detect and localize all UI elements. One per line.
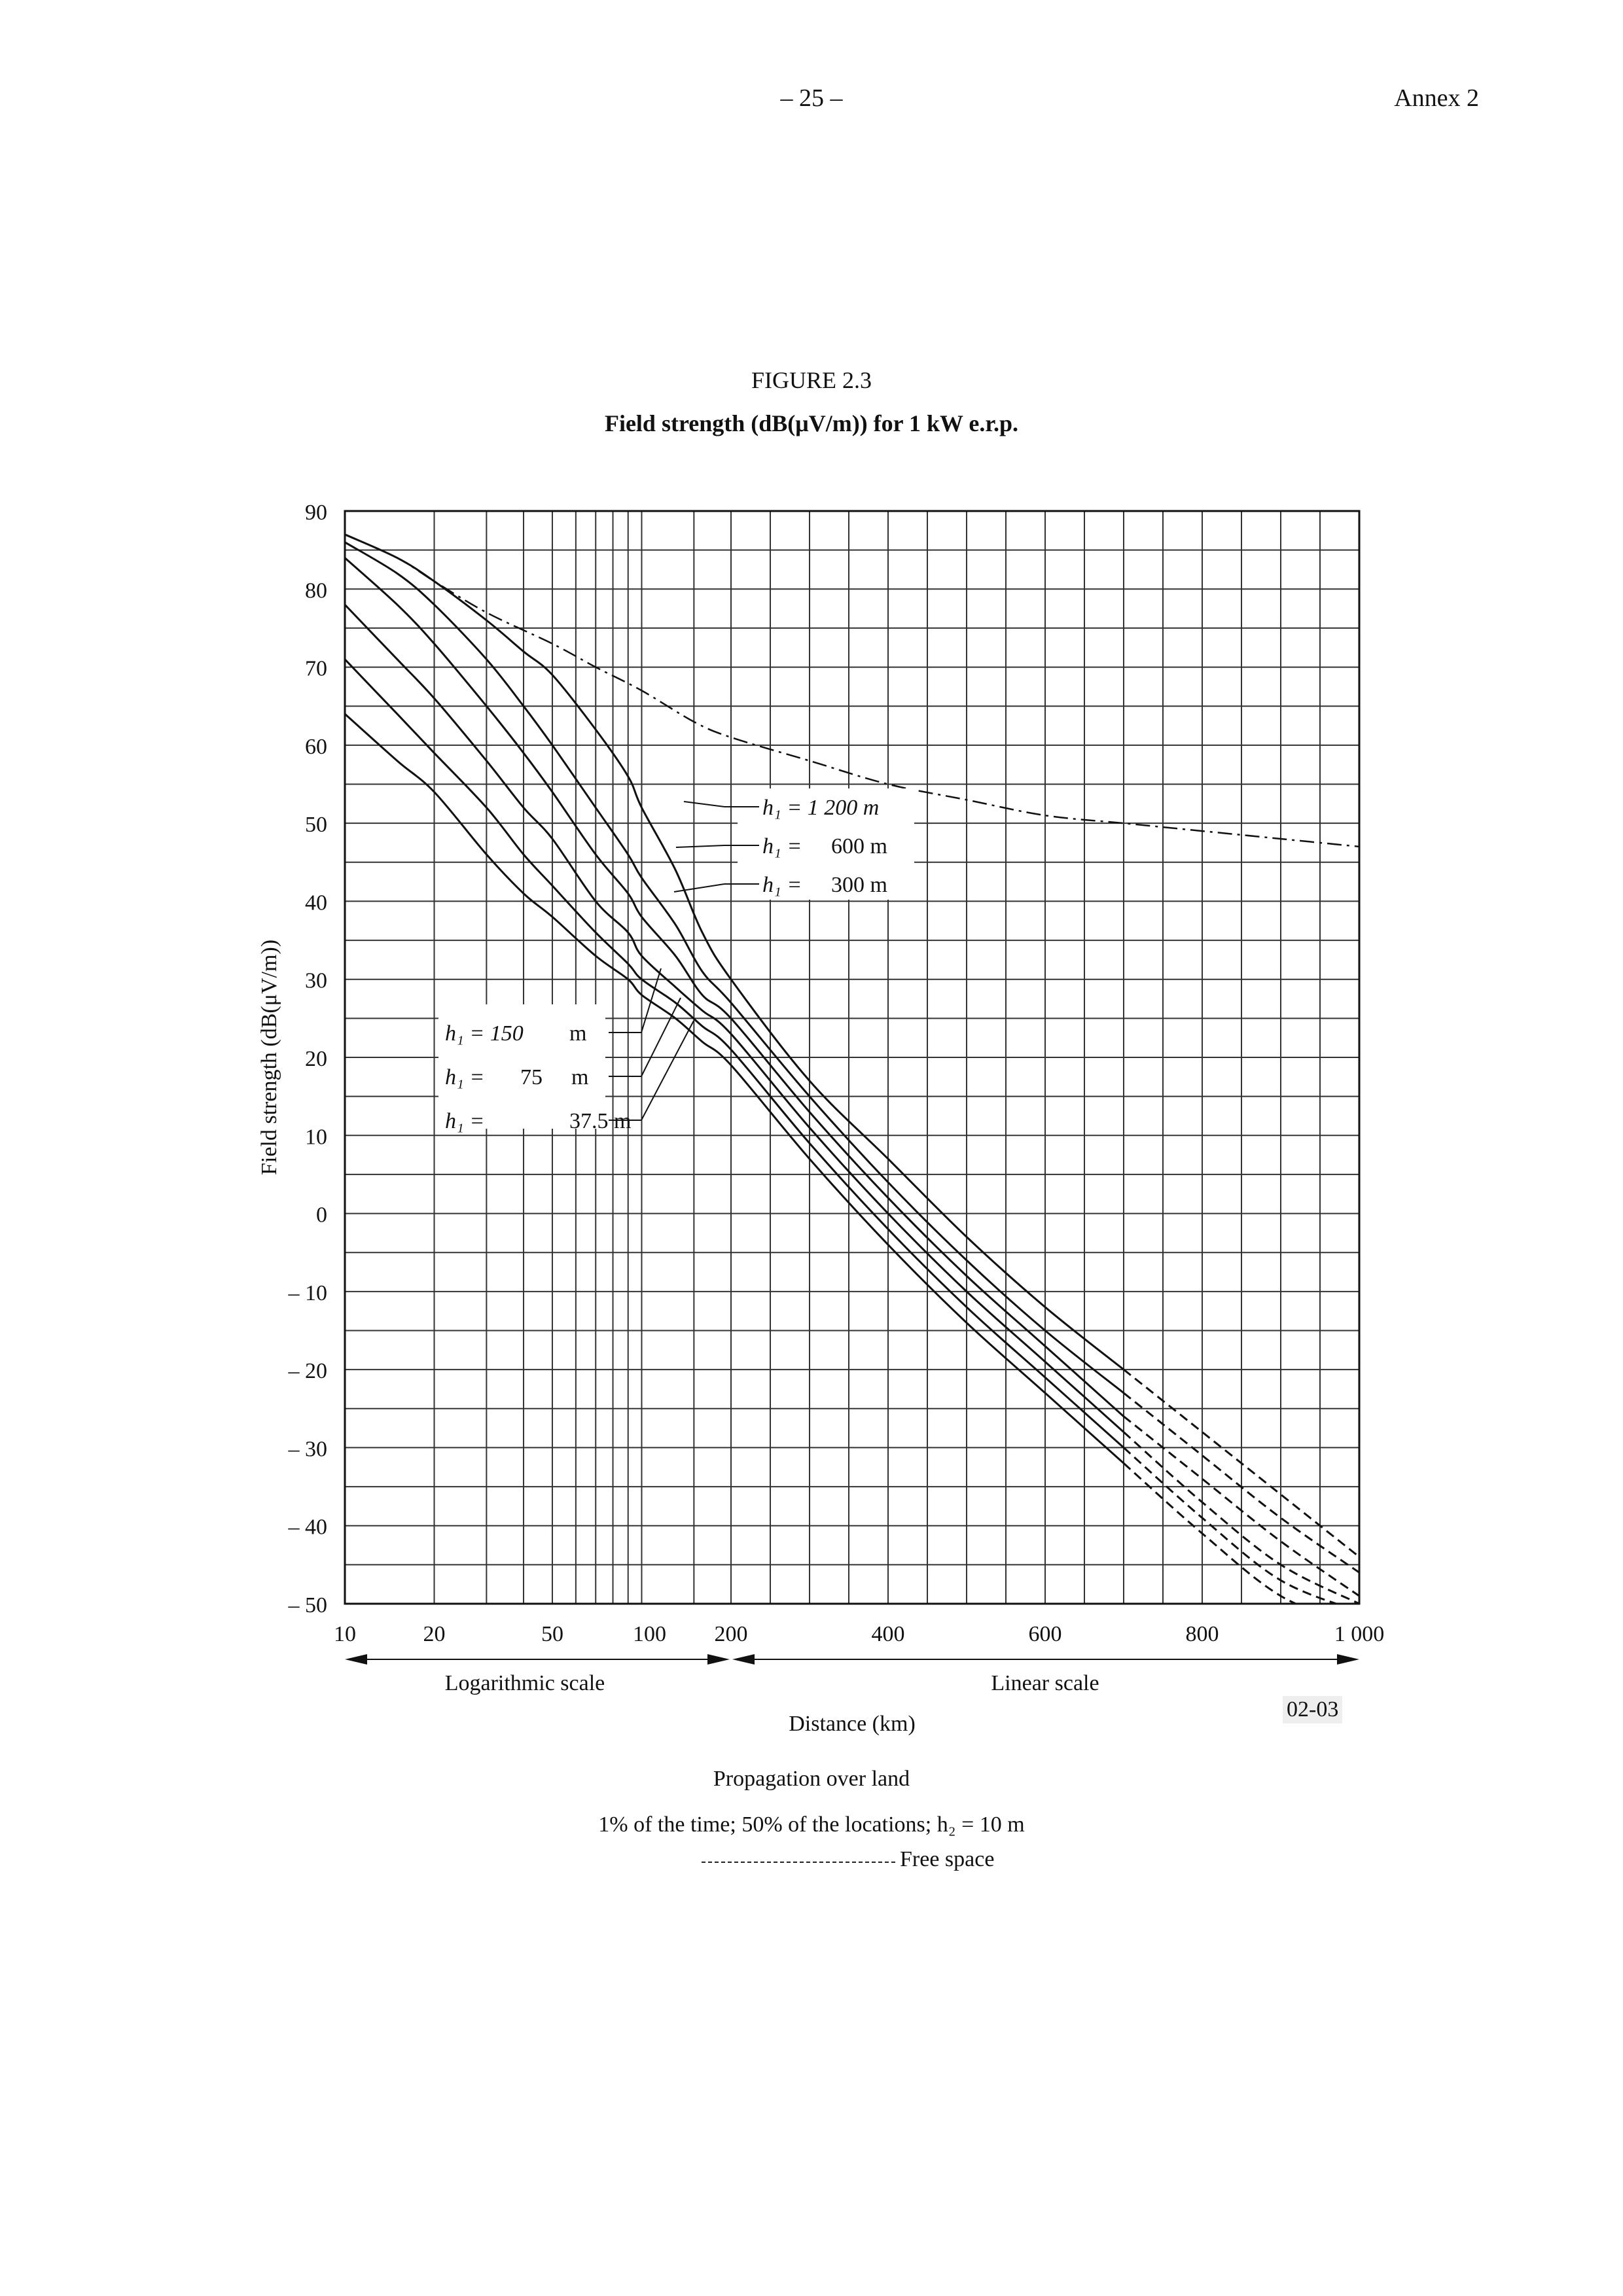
lower-label-box — [438, 1004, 605, 1129]
leader-line — [641, 997, 681, 1077]
page-number: – 25 – — [780, 84, 843, 112]
y-tick-label: – 50 — [288, 1593, 328, 1617]
figure-number: FIGURE 2.3 — [751, 367, 872, 393]
log-scale-arrow-right — [707, 1654, 730, 1665]
y-tick-label: 40 — [305, 891, 327, 915]
x-tick-label: 800 — [1186, 1622, 1219, 1646]
curve-0-solid — [345, 533, 1124, 1371]
curve-2-solid — [345, 557, 1125, 1417]
figure-title: Field strength (dB(μV/m)) for 1 kW e.r.p… — [604, 410, 1019, 436]
leader-line — [641, 968, 662, 1033]
series-label-2: h₁ = 300 m — [673, 873, 887, 897]
x-tick-label: 600 — [1029, 1622, 1062, 1646]
series-label-value: m — [569, 1021, 586, 1046]
y-tick-label: 60 — [305, 735, 327, 759]
y-tick-label: – 40 — [288, 1515, 328, 1540]
caption-propagation: Propagation over land — [713, 1767, 910, 1791]
leader-line — [641, 1020, 694, 1121]
curve-5-solid — [345, 713, 1125, 1464]
curve-4-solid — [345, 658, 1125, 1449]
series-label-text: h₁ = — [762, 834, 802, 858]
x-tick-label: 20 — [423, 1622, 446, 1646]
free-space-curve — [345, 533, 1359, 848]
series-label-1: h₁ = 600 m — [675, 834, 887, 858]
annex-label: Annex 2 — [1394, 84, 1479, 112]
upper-label-box — [738, 788, 914, 900]
series-label-0: h₁ = 1 200 m — [683, 796, 879, 820]
series-label-4: h₁ = 75 m — [445, 997, 681, 1089]
series-label-unit: m — [571, 1065, 588, 1089]
y-tick-label: 70 — [305, 657, 327, 681]
curves — [345, 533, 1359, 1604]
x-axis-title: Distance (km) — [789, 1712, 916, 1736]
x-tick-label: 400 — [872, 1622, 905, 1646]
curve-0-dashed — [1123, 1368, 1359, 1558]
y-tick-label: – 10 — [288, 1281, 328, 1305]
x-tick-label: 1 000 — [1334, 1622, 1385, 1646]
y-tick-label: 30 — [305, 969, 327, 993]
series-label-value: 600 m — [831, 834, 887, 858]
y-tick-label: 0 — [316, 1203, 327, 1227]
y-tick-label: 80 — [305, 578, 327, 603]
figure-code: 02-03 — [1283, 1696, 1343, 1723]
y-tick-label: 90 — [305, 501, 327, 525]
curve-1-dashed — [1123, 1392, 1359, 1574]
curve-3-solid — [345, 604, 1125, 1433]
leader-line — [675, 845, 725, 848]
series-label-value: 37.5 m — [569, 1109, 631, 1133]
y-tick-label: – 30 — [288, 1437, 328, 1461]
series-label-text: h₁ = — [445, 1065, 484, 1089]
free-space-legend-line — [702, 1862, 895, 1863]
leader-line — [673, 883, 725, 892]
linear-scale-arrow-right — [1337, 1654, 1359, 1665]
plot-frame — [344, 510, 1361, 1605]
caption-conditions: 1% of the time; 50% of the locations; h₂… — [598, 1812, 1025, 1837]
free-space-legend-label: Free space — [900, 1847, 995, 1871]
y-tick-label: 10 — [305, 1125, 327, 1149]
y-tick-label: 50 — [305, 813, 327, 837]
curve-1-solid — [345, 541, 1124, 1394]
curve-3-dashed — [1122, 1431, 1359, 1604]
series-label-text: h₁ = 150 — [445, 1021, 524, 1046]
series-label-text: h₁ = — [445, 1109, 484, 1133]
linear-scale-arrow-left — [732, 1654, 755, 1665]
linear-scale-label: Linear scale — [991, 1671, 1099, 1695]
log-scale-arrow-left — [345, 1654, 367, 1665]
curve-5-dashed — [1122, 1462, 1298, 1604]
x-tick-label: 50 — [541, 1622, 563, 1646]
leader-line — [683, 801, 725, 807]
series-label-text: h₁ = 1 200 m — [762, 796, 879, 820]
series-label-value: 75 — [520, 1065, 543, 1089]
y-axis-title: Field strength (dB(μV/m)) — [257, 940, 281, 1175]
x-tick-label: 100 — [633, 1622, 666, 1646]
y-tick-label: – 20 — [288, 1359, 328, 1383]
series-label-value: 300 m — [831, 873, 887, 897]
curve-4-dashed — [1122, 1447, 1340, 1604]
series-label-5: h₁ = 37.5 m — [445, 1020, 694, 1133]
x-tick-label: 10 — [334, 1622, 356, 1646]
series-label-text: h₁ = — [762, 873, 802, 897]
log-scale-label: Logarithmic scale — [445, 1671, 605, 1695]
curve-2-dashed — [1123, 1415, 1359, 1597]
x-tick-label: 200 — [715, 1622, 748, 1646]
y-tick-label: 20 — [305, 1047, 327, 1071]
series-label-3: h₁ = 150 m — [445, 968, 662, 1046]
